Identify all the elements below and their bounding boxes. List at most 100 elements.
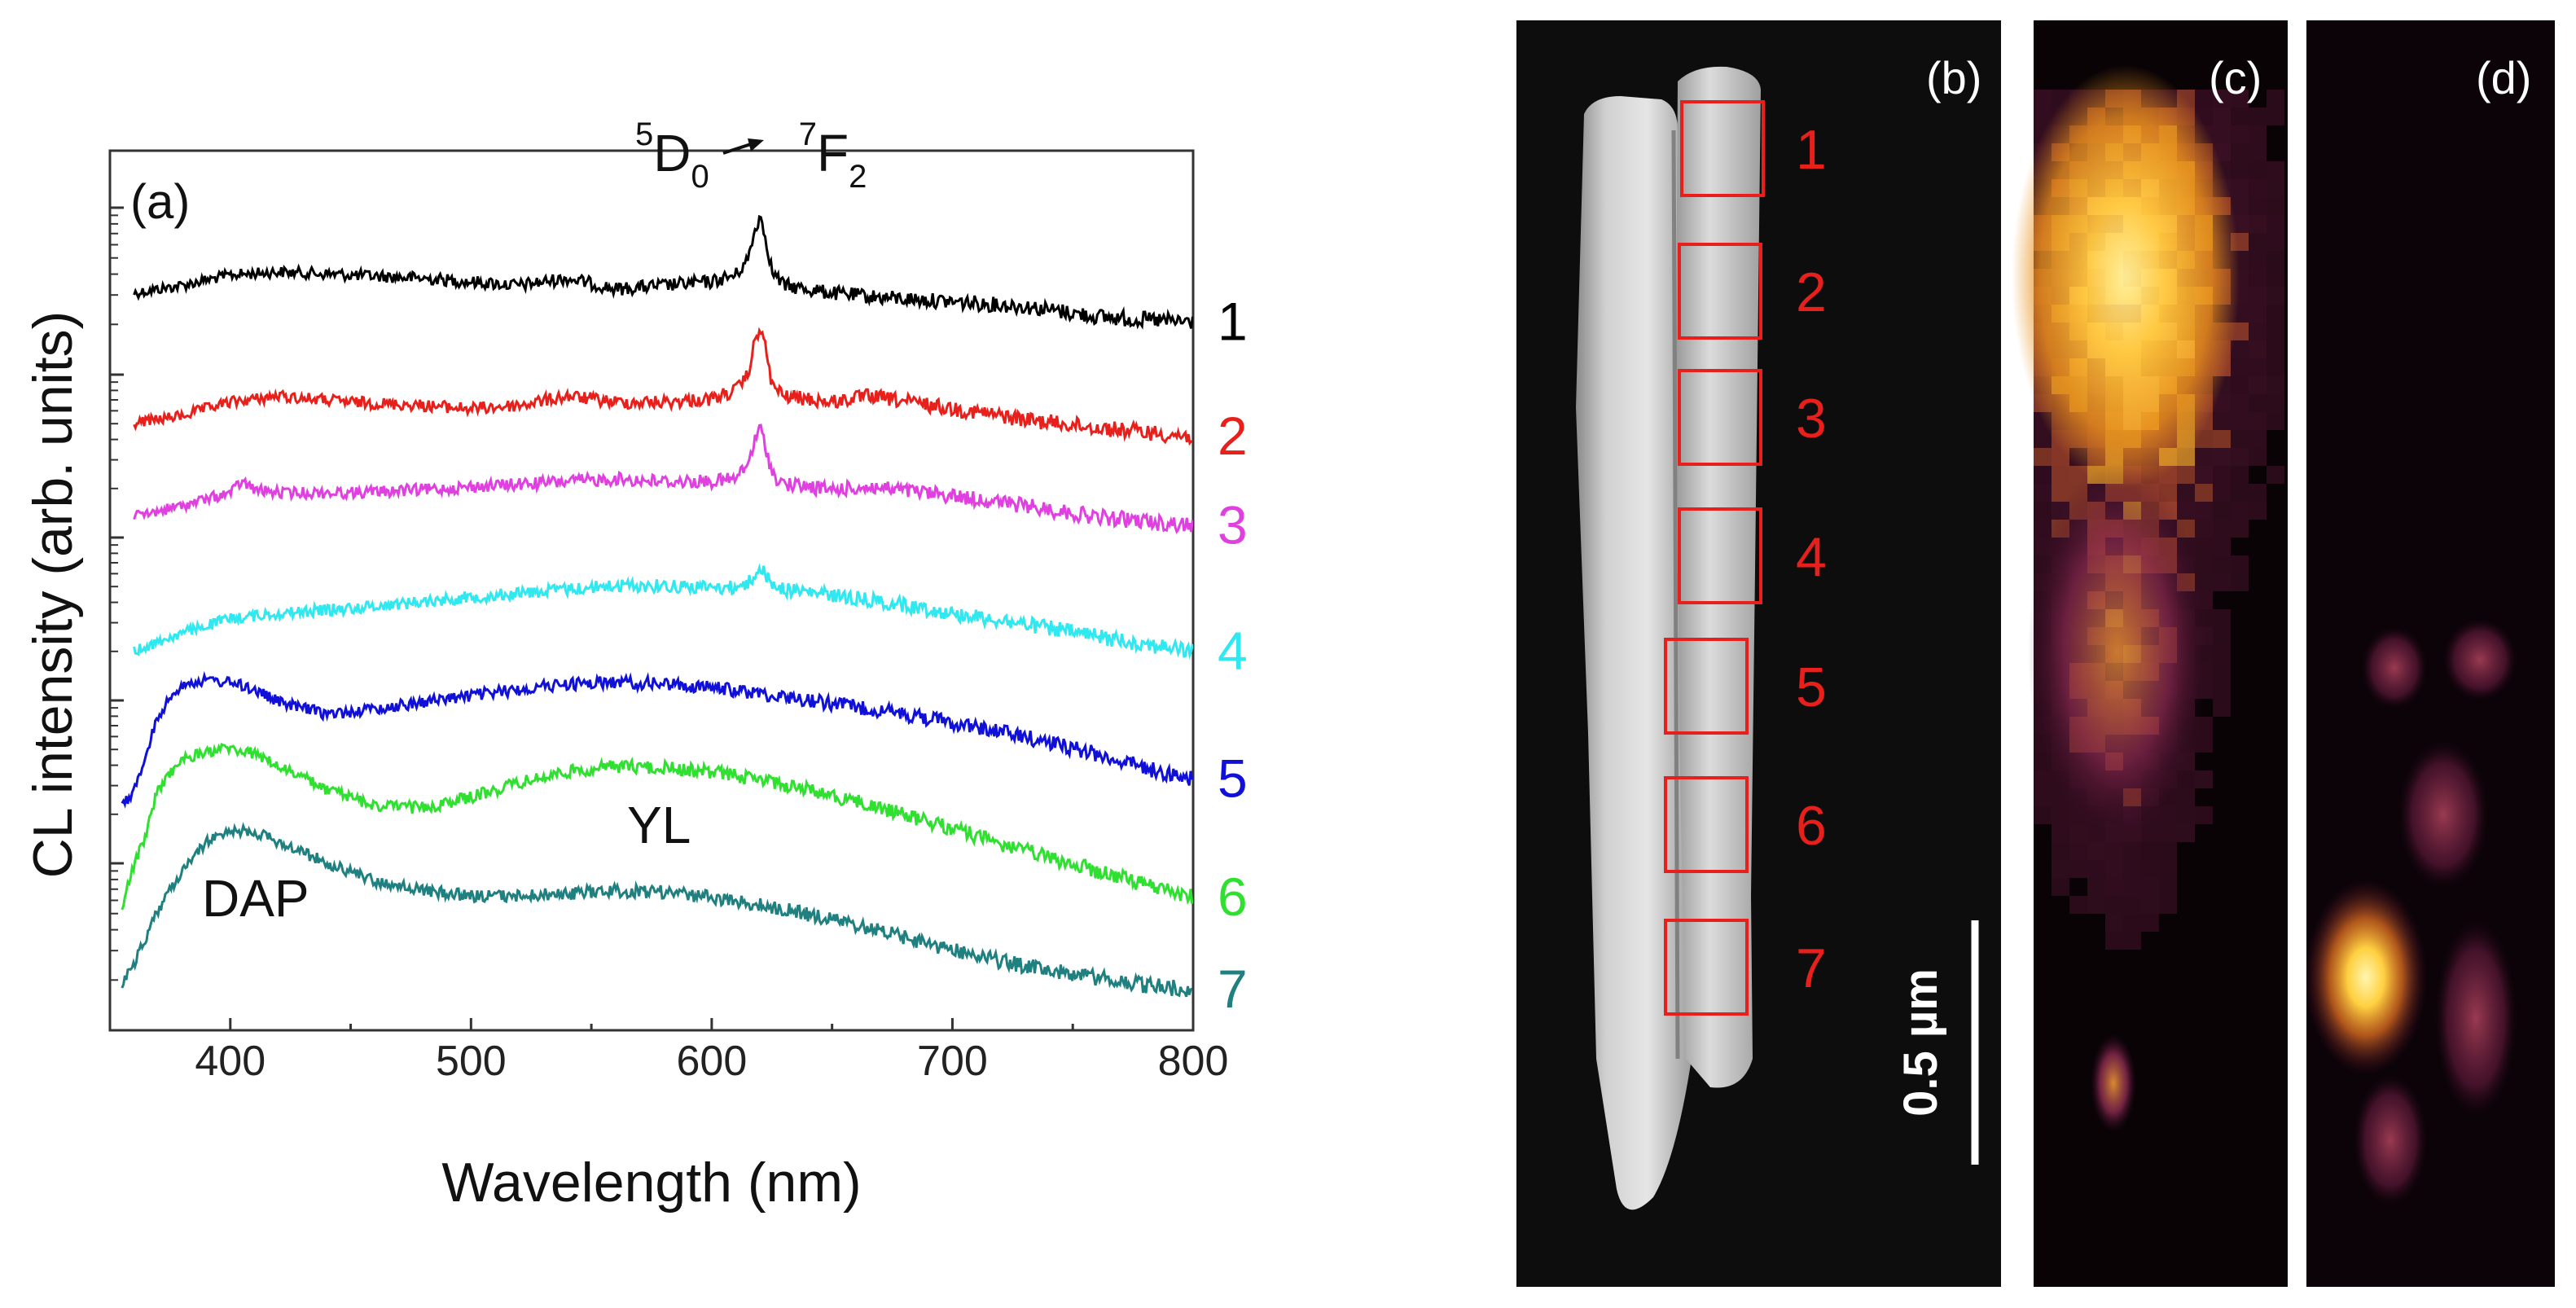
spectrum-curve-5 [121,670,1193,809]
map-c-pixel [2087,878,2105,896]
spectrum-curve-1 [133,214,1193,330]
map-c-pixel [2034,770,2052,788]
roi-box-4 [1678,507,1762,604]
map-c-pixel [2249,233,2267,251]
map-c-pixel [2231,573,2249,591]
map-c-pixel [2087,896,2105,914]
panel-label-a: (a) [130,174,190,229]
map-c-pixel [2249,161,2267,179]
map-c-pixel [2231,108,2249,125]
map-c-pixel [2069,896,2087,914]
map-c-pixel [2267,412,2284,430]
x-ticks: 400 500 600 700 800 [108,1018,1229,1085]
map-c-pixel [2249,394,2267,412]
map-c-pixel [2123,860,2141,878]
map-c-pixel [2231,448,2249,466]
transition-arrow [722,138,764,155]
map-c-pixel [2231,466,2249,484]
map-c-pixel [2249,269,2267,287]
map-c-pixel [2249,412,2267,430]
yl-annotation: YL [627,796,691,854]
map-c-pixel [2267,108,2284,125]
map-c-pixel [2177,824,2195,842]
map-c-pixel [2141,842,2159,860]
map-c-pixel [2213,90,2231,108]
map-c-pixel [2249,305,2267,323]
map-c-pixel [2213,555,2231,573]
map-c-pixel [2034,108,2052,125]
roi-number-4: 4 [1796,526,1827,588]
map-c-pixel [2231,484,2249,502]
spectrum-curve-2 [133,327,1193,446]
map-c-pixel [2105,932,2123,950]
map-c-pixel [2249,376,2267,394]
map-c-pixel [2213,699,2231,717]
map-c-pixel [2267,251,2284,269]
map-c-pixel [2141,896,2159,914]
map-c-pixel [2267,305,2284,323]
map-c-pixel [2034,502,2052,520]
x-tick-label: 800 [1158,1038,1229,1085]
map-c-pixel [2105,896,2123,914]
map-c-pixel [2177,484,2195,502]
map-c-pixel [2249,108,2267,125]
map-c-pixel [2195,806,2213,824]
roi-box-2 [1678,243,1762,340]
map-c-pixel [2195,448,2213,466]
map-c-pixel [2213,609,2231,627]
map-c-pixel [2195,555,2213,573]
map-c-pixel [2034,466,2052,484]
x-tick-label: 600 [677,1038,748,1085]
map-c-pixel [2195,538,2213,555]
map-c-pixel [2231,161,2249,179]
map-c-pixel [2231,502,2249,520]
map-c-pixel [2123,932,2141,950]
map-c-pixel [2267,394,2284,412]
map-c-pixel [2267,340,2284,358]
map-c-pixel [2231,358,2249,376]
map-c-pixel [2195,770,2213,788]
map-c-pixel [2052,484,2069,502]
map-c-pixel [2267,323,2284,340]
map-c-pixel [2267,215,2284,233]
dap-annotation: DAP [202,869,309,928]
map-c-pixel [2267,161,2284,179]
map-d-blob-3 [2398,741,2488,888]
map-c-pixel [2052,878,2069,896]
map-c-pixel [2213,430,2231,448]
map-d-background [2306,20,2555,1287]
map-c-pixel [2177,806,2195,824]
map-c-pixel [2267,287,2284,305]
map-c-pixel [2123,842,2141,860]
map-c-pixel [2105,914,2123,932]
map-c-pixel [2069,842,2087,860]
map-c-pixel [2249,197,2267,215]
map-c-pixel [2123,878,2141,896]
map-c-pixel [2213,520,2231,538]
roi-number-5: 5 [1796,656,1827,718]
map-c-pixel [2249,215,2267,233]
map-c-pixel [2249,502,2267,520]
map-c-pixel [2249,179,2267,197]
map-c-pixel [2267,179,2284,197]
map-c-pixel [2231,520,2249,538]
map-c-pixel [2249,251,2267,269]
sem-image-panel: 1 2 3 4 5 6 7 0.5 µm (b) [1516,20,2001,1287]
roi-box-7 [1664,919,1749,1016]
map-c-pixel [2087,860,2105,878]
spectrum-curve-3 [133,424,1193,534]
map-c-pixel [2195,520,2213,538]
curve-number-5: 5 [1218,748,1248,808]
map-c-pixel [2052,860,2069,878]
scale-bar-label: 0.5 µm [1894,968,1947,1117]
map-d-blob-1 [2362,627,2427,709]
map-c-pixel [2195,502,2213,520]
cl-map-c: (c) [2012,20,2288,1287]
map-c-pixel [2213,663,2231,681]
map-c-pixel [2231,197,2249,215]
map-c-pixel [2034,448,2052,466]
curve-number-1: 1 [1218,292,1248,352]
map-c-pixel [2177,502,2195,520]
roi-number-7: 7 [1796,937,1827,999]
